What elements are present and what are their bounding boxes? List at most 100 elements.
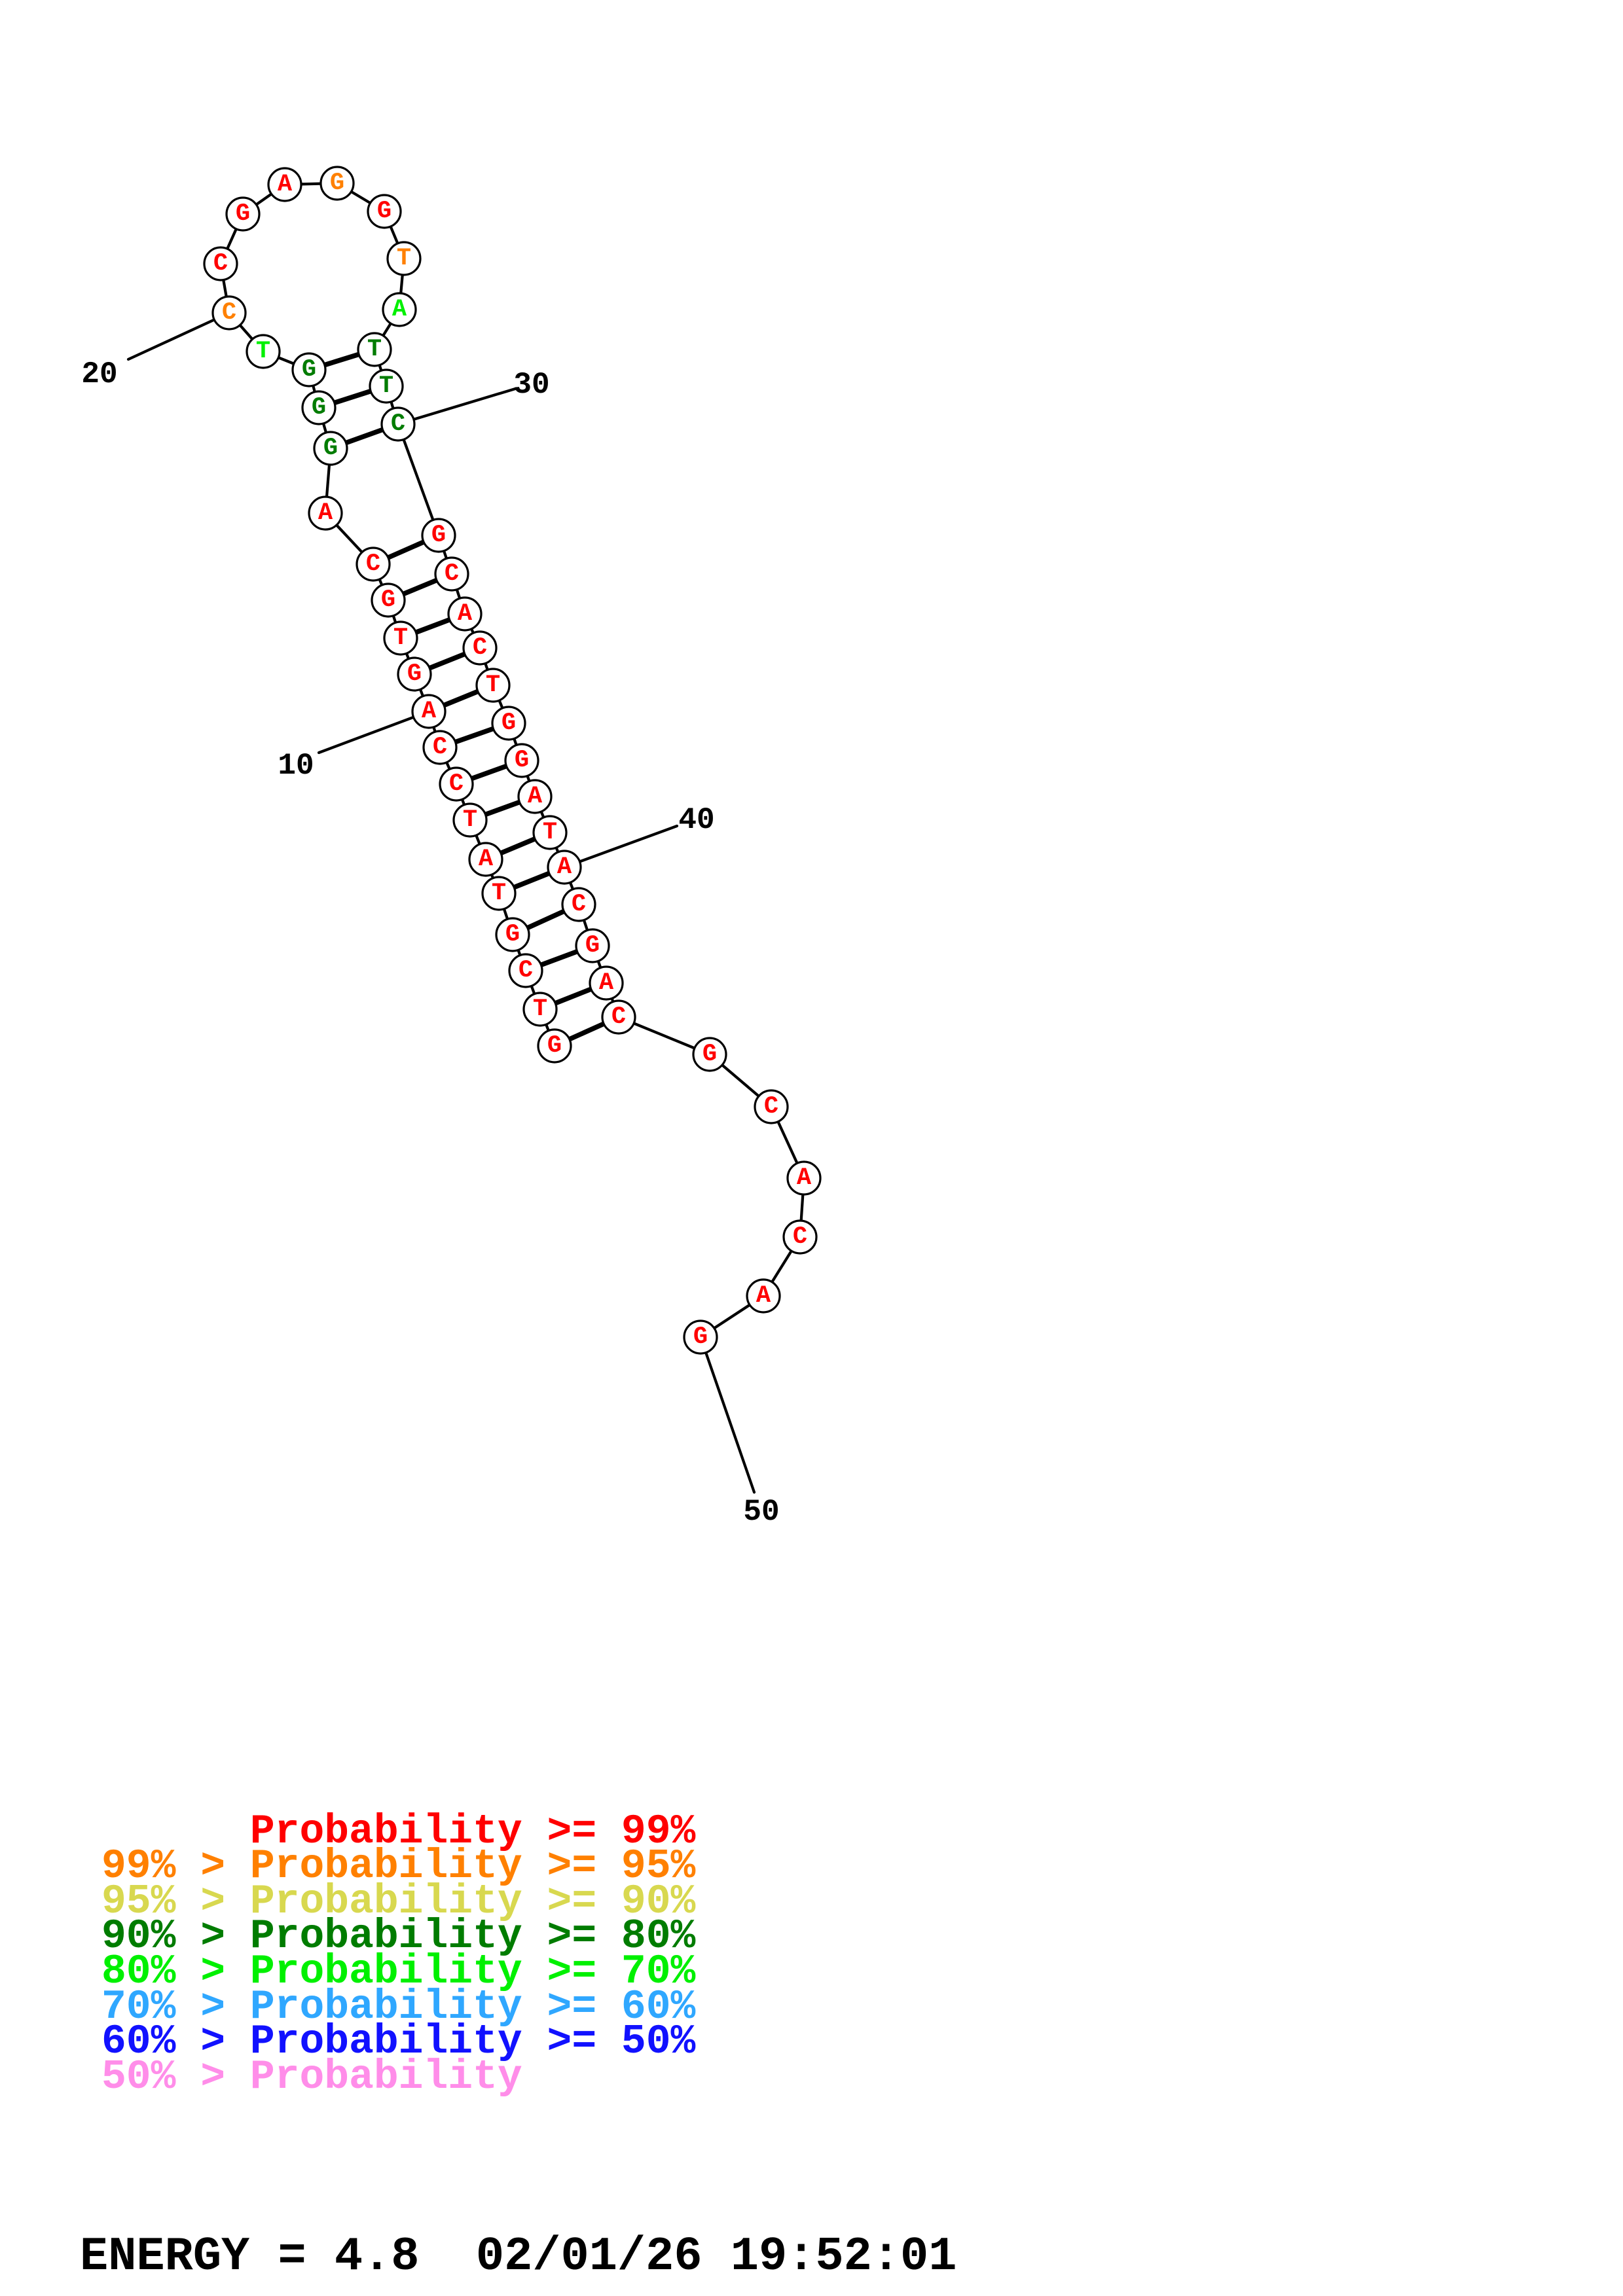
nucleotide-letter: C: [473, 634, 487, 662]
nucleotide-12-T: T: [383, 620, 418, 656]
nucleotide-letter: T: [486, 672, 500, 699]
nucleotide-43-A: A: [589, 965, 624, 1001]
nucleotide-letter: T: [256, 338, 270, 365]
position-labels: 10 20 30 40 50: [81, 357, 779, 1529]
nucleotide-15-A: A: [308, 495, 343, 531]
nucleotide-9-C: C: [422, 730, 458, 765]
leader-line-30: [396, 387, 517, 426]
nucleotide-circle: [786, 1160, 822, 1196]
nucleotide-circle: [782, 1219, 818, 1255]
nucleotide-circle: [422, 730, 458, 765]
nucleotide-circle: [517, 779, 553, 814]
nucleotide-1-G: G: [537, 1028, 572, 1064]
nucleotide-23-A: A: [267, 167, 302, 202]
nucleotide-circle: [203, 246, 238, 281]
nucleotide-letter: C: [449, 770, 464, 798]
nucleotide-8-C: C: [439, 766, 474, 802]
nucleotide-letter: C: [222, 299, 236, 327]
nucleotide-circle: [475, 668, 511, 703]
nucleotide-circle: [267, 167, 302, 202]
nucleotide-37-G: G: [504, 743, 539, 778]
nucleotide-circle: [491, 706, 526, 741]
nucleotide-circle: [380, 406, 416, 442]
nucleotide-33-A: A: [447, 596, 483, 632]
nucleotide-letter: T: [379, 372, 393, 400]
nucleotide-circle: [211, 295, 247, 331]
nucleotide-letter: A: [528, 783, 543, 810]
nucleotide-13-G: G: [371, 583, 406, 618]
nucleotide-letter: G: [323, 435, 338, 462]
nucleotide-26-T: T: [386, 241, 422, 276]
energy-line: ENERGY = 4.8 02/01/26 19:52:01: [80, 2230, 957, 2284]
nucleotide-letter: G: [505, 921, 520, 948]
nucleotide-5-T: T: [481, 876, 517, 911]
position-label-10: 10: [278, 749, 314, 783]
nucleotide-circle: [468, 842, 503, 877]
leader-line-10: [317, 709, 431, 755]
nucleotide-17-G: G: [301, 390, 337, 425]
position-label-30: 30: [513, 368, 549, 402]
leader-line-20: [126, 311, 231, 361]
nucleotide-letter: A: [392, 296, 407, 323]
nucleotide-16-G: G: [313, 431, 348, 466]
nucleotide-letter: G: [312, 394, 326, 422]
nucleotide-circle: [386, 241, 422, 276]
nucleotide-circle: [313, 431, 348, 466]
nucleotide-28-T: T: [357, 332, 392, 367]
nucleotide-letter: G: [431, 522, 446, 549]
base-pair-bonds: [306, 347, 621, 1049]
nucleotide-circle: [434, 556, 469, 592]
nucleotide-letter: G: [693, 1323, 708, 1351]
nucleotide-letter: G: [236, 200, 250, 228]
nucleotide-circle: [522, 992, 558, 1027]
nucleotide-letter: G: [407, 660, 422, 688]
nucleotide-35-T: T: [475, 668, 511, 703]
nucleotide-22-G: G: [225, 196, 261, 232]
nucleotide-39-T: T: [532, 815, 568, 850]
nucleotide-circle: [319, 166, 355, 201]
nucleotide-letter: C: [793, 1223, 807, 1251]
label-leader-lines: [126, 311, 756, 1494]
nucleotide-circle: [462, 630, 498, 666]
nucleotide-letter: C: [611, 1003, 626, 1031]
nucleotide-letter: C: [366, 550, 380, 578]
nucleotide-letter: G: [585, 932, 600, 960]
nucleotide-circle: [575, 928, 610, 963]
position-label-40: 40: [678, 803, 714, 837]
nucleotide-letter: A: [458, 600, 473, 628]
nucleotide-10-A: A: [411, 694, 447, 729]
nucleotide-27-A: A: [382, 292, 417, 327]
nucleotide-circle: [547, 850, 582, 885]
legend-row-2: 99% > Probability >= 95%: [101, 1843, 696, 1890]
nucleotide-circle: [383, 620, 418, 656]
nucleotide-31-G: G: [421, 518, 456, 553]
nucleotide-letter: C: [572, 891, 586, 918]
nucleotide-letter: G: [501, 709, 516, 737]
nucleotide-circle: [481, 876, 517, 911]
leader-line-40: [562, 824, 679, 869]
nucleotide-circle: [382, 292, 417, 327]
nucleotide-21-C: C: [203, 246, 238, 281]
nucleotide-circle: [246, 334, 281, 369]
legend-row-1: Probability >= 99%: [101, 1808, 696, 1855]
nucleotide-11-G: G: [397, 656, 432, 692]
nucleotide-3-C: C: [508, 953, 543, 988]
nucleotide-letter: T: [367, 336, 382, 363]
nucleotide-45-G: G: [692, 1037, 727, 1072]
nucleotide-circle: [746, 1278, 781, 1314]
nucleotide-42-G: G: [575, 928, 610, 963]
nucleotide-36-G: G: [491, 706, 526, 741]
nucleotide-letter: T: [397, 245, 411, 272]
nucleotide-40-A: A: [547, 850, 582, 885]
nucleotide-49-A: A: [746, 1278, 781, 1314]
nucleotide-circle: [692, 1037, 727, 1072]
leader-line-50: [699, 1335, 756, 1494]
nucleotide-letter: G: [515, 747, 529, 774]
nucleotide-letter: A: [278, 171, 293, 198]
nucleotide-letter: A: [557, 853, 572, 881]
nucleotide-circle: [452, 802, 488, 838]
nucleotide-46-C: C: [754, 1089, 789, 1124]
nucleotide-circle: [356, 547, 391, 582]
